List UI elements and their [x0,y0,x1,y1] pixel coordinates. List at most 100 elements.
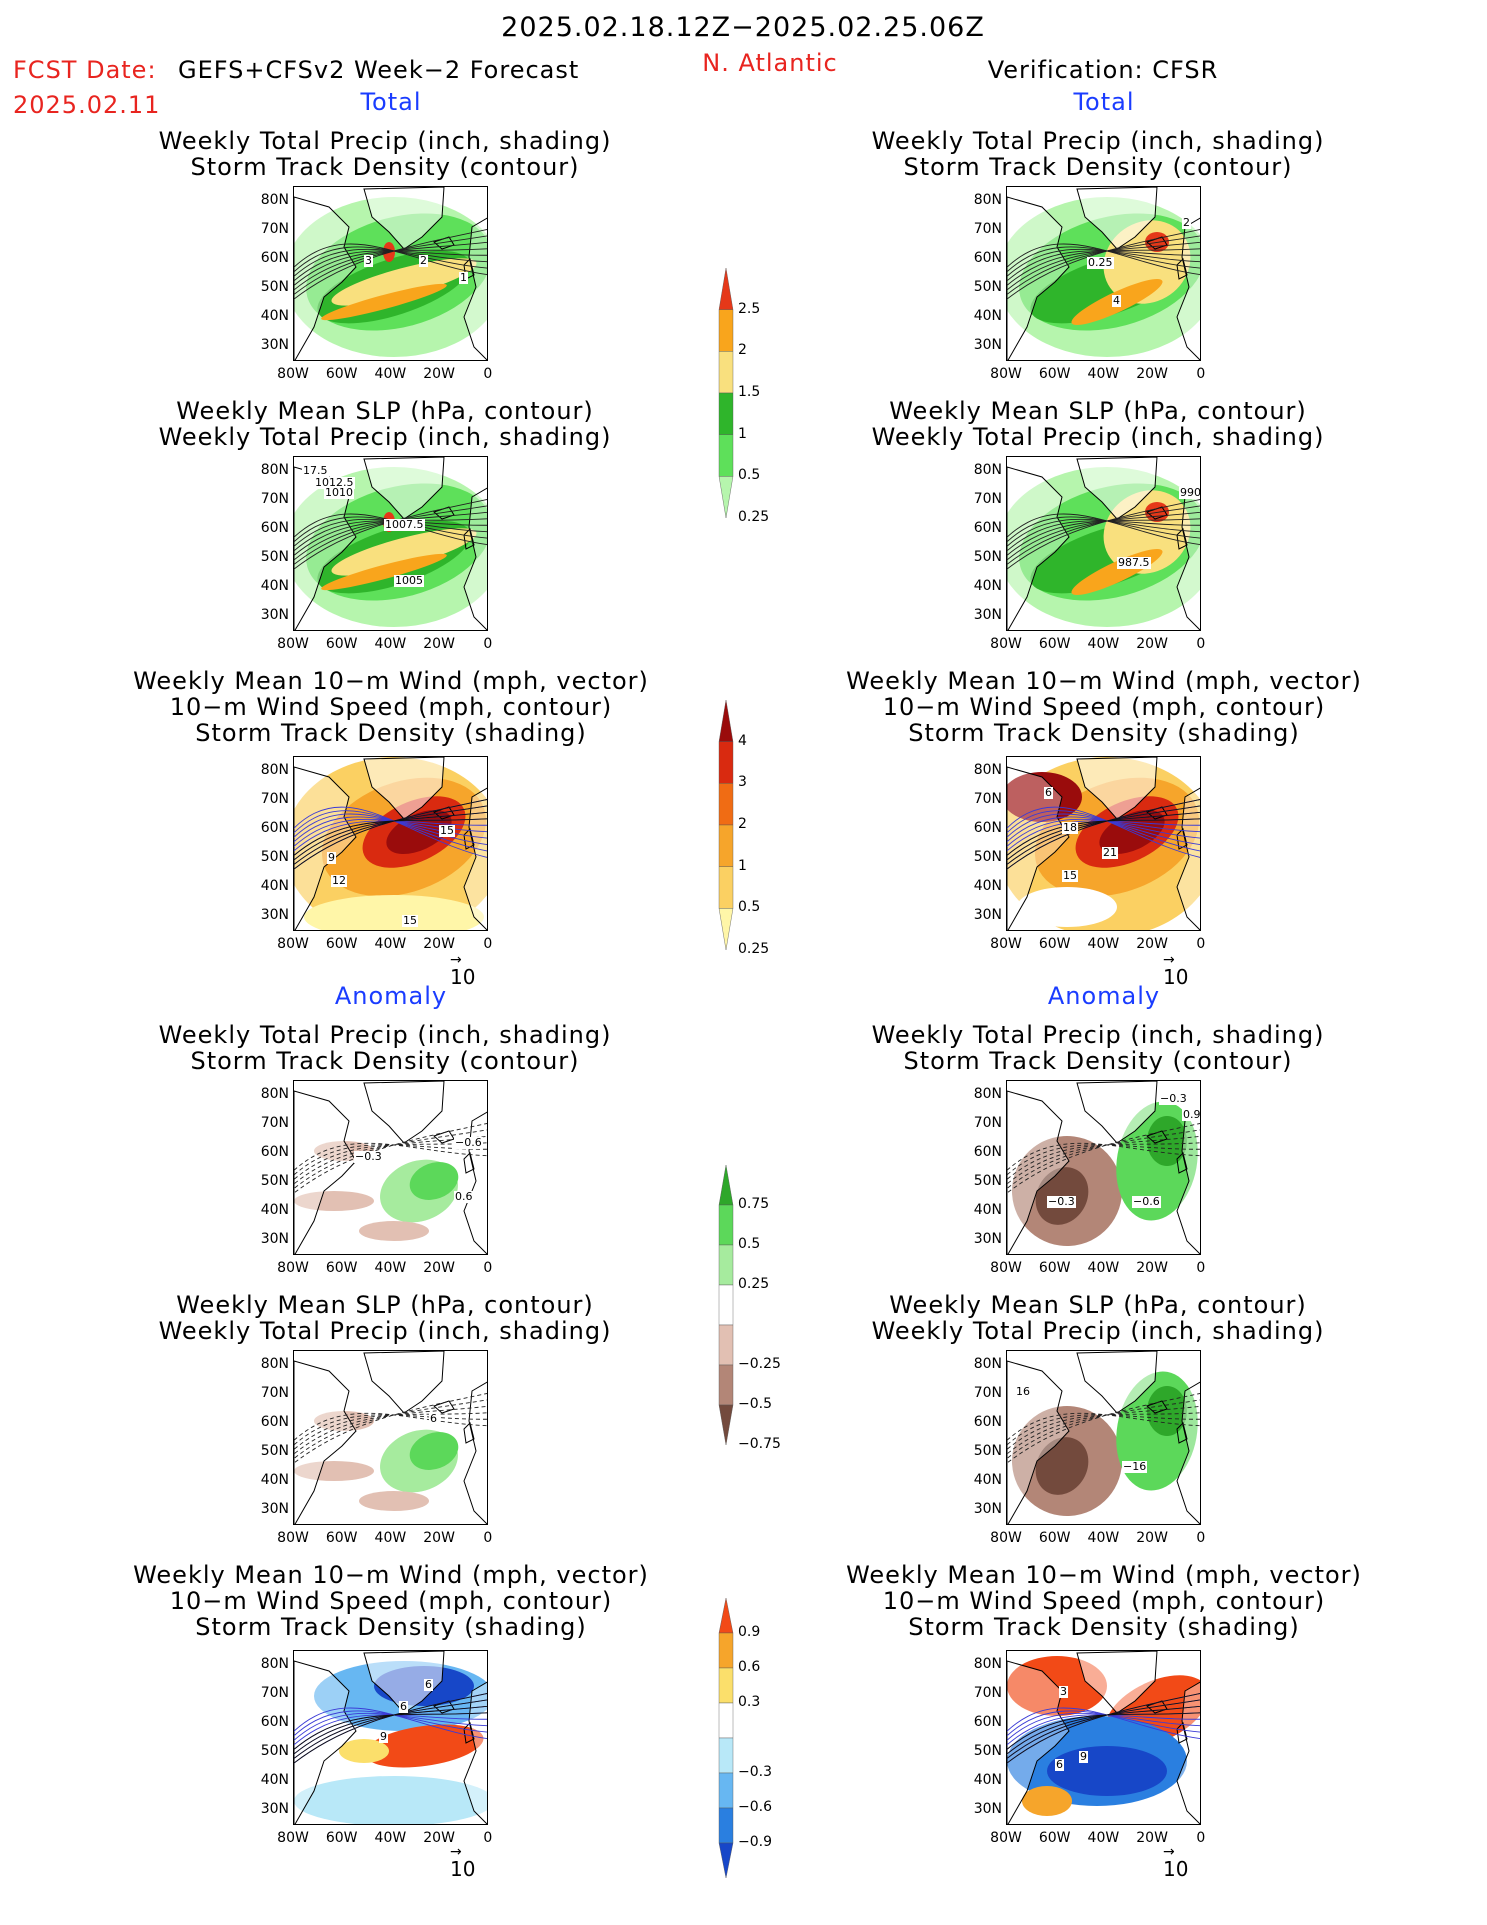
lat-tick-label: 70N [973,1385,1002,1401]
lat-tick-label: 40N [260,1202,289,1218]
contour-label: −0.3 [1047,1195,1076,1208]
lat-tick-label: 40N [973,578,1002,594]
lon-tick-label: 40W [374,366,407,382]
lon-tick-label: 0 [1196,936,1206,952]
lat-tick-label: 80N [973,462,1002,478]
lat-tick-label: 40N [973,1772,1002,1788]
colorbar-label: 2 [738,342,747,359]
lon-tick-label: 20W [423,1260,455,1276]
contour-label: 21 [1102,846,1118,859]
colorbar-segment [718,1364,734,1406]
lon-tick-label: 60W [1038,366,1071,382]
colorbar-label: 1 [738,425,747,442]
contour-label: 1010 [324,486,354,499]
lat-tick-label: 30N [260,337,289,353]
contour-label: 6 [399,1700,408,1713]
lat-tick-label: 60N [260,1414,289,1430]
lon-tick-label: 60W [325,936,358,952]
colorbar-segment [718,1204,734,1246]
lon-tick-label: 60W [325,636,358,652]
colorbar-label: −0.3 [738,1764,772,1780]
lon-tick-label: 20W [423,1530,455,1546]
lon-tick-label: 20W [1136,366,1168,382]
lon-tick-label: 80W [277,636,309,652]
colorbar-track_anom [718,1598,734,1879]
panel-title-line: Weekly Mean 10−m Wind (mph, vector) [133,667,649,695]
lon-tick-label: 20W [1136,1530,1168,1546]
lat-tick-label: 50N [973,549,1002,565]
lat-tick-label: 60N [260,820,289,836]
contour-label: 6 [1044,786,1053,799]
contour-label: 16 [1015,1385,1031,1398]
contour-label: 2 [1182,216,1191,229]
lon-tick-label: 20W [423,1830,455,1846]
lon-tick-label: 80W [990,1530,1022,1546]
colorbar-label: −0.6 [738,1799,772,1815]
lat-tick-label: 30N [260,1501,289,1517]
panel-title-line: Storm Track Density (contour) [190,1047,580,1075]
lon-tick-label: 80W [990,366,1022,382]
contour-label: 15 [439,824,455,837]
lon-tick-label: 80W [990,636,1022,652]
colorbar-label: 0.3 [738,1694,761,1710]
map-panel-R6: 3 9 6 [1006,1650,1201,1825]
lon-tick-label: 0 [1196,636,1206,652]
map-panel-L3: 15 9 12 15 [293,756,488,931]
lat-tick-label: 60N [260,1144,289,1160]
panel-title-R3: Weekly Mean 10−m Wind (mph, vector) 10−m… [846,668,1362,746]
panel-title-line: Weekly Total Precip (inch, shading) [158,423,612,451]
panel-title-line: 10−m Wind Speed (mph, contour) [882,1587,1326,1615]
panel-title-line: Storm Track Density (contour) [190,153,580,181]
lat-tick-label: 40N [973,1472,1002,1488]
lon-tick-label: 60W [1038,1530,1071,1546]
lon-tick-label: 40W [374,1530,407,1546]
colorbar-segment [718,1284,734,1326]
colorbar-precip_anom [718,1165,734,1446]
lon-tick-label: 60W [325,366,358,382]
lat-tick-label: 30N [973,337,1002,353]
colorbar-label: −0.75 [738,1436,781,1452]
lat-tick-label: 70N [973,221,1002,237]
colorbar-track_total [718,700,734,951]
lon-tick-label: 0 [483,636,493,652]
lat-tick-label: 40N [973,308,1002,324]
panel-title-line: Weekly Total Precip (inch, shading) [158,1317,612,1345]
lat-tick-label: 60N [973,250,1002,266]
lon-tick-label: 40W [1087,636,1120,652]
contour-label: 6 [429,1412,438,1425]
lat-tick-label: 40N [260,1772,289,1788]
panel-title-line: Weekly Mean SLP (hPa, contour) [176,1291,594,1319]
lon-tick-label: 60W [325,1530,358,1546]
lon-tick-label: 0 [483,366,493,382]
panel-title-line: Weekly Mean SLP (hPa, contour) [889,397,1307,425]
map-panel-L6: 6 6 9 [293,1650,488,1825]
date-range-title: 2025.02.18.12Z−2025.02.25.06Z [501,12,985,43]
colorbar-label: −0.5 [738,1396,772,1412]
panel-title-L5: Weekly Mean SLP (hPa, contour) Weekly To… [159,1292,612,1344]
panel-title-line: Weekly Total Precip (inch, shading) [871,127,1325,155]
contour-label: 1005 [394,574,424,587]
contour-label: 0.25 [1087,256,1114,269]
lon-tick-label: 40W [1087,1260,1120,1276]
lat-tick-label: 50N [973,1743,1002,1759]
lat-tick-label: 70N [973,791,1002,807]
panel-title-line: Weekly Mean SLP (hPa, contour) [889,1291,1307,1319]
map-panel-L2: 17.5 1012.5 1010 1007.5 1005 [293,456,488,631]
colorbar-segment [718,392,734,435]
colorbar-segment [718,1807,734,1844]
lat-tick-label: 50N [973,1443,1002,1459]
map-field-L6 [294,1651,487,1824]
contour-label: 17.5 [302,464,329,477]
lat-tick-label: 50N [973,849,1002,865]
lat-tick-label: 80N [260,462,289,478]
lon-tick-label: 40W [374,636,407,652]
lat-tick-label: 80N [973,762,1002,778]
lat-tick-label: 50N [973,1173,1002,1189]
contour-label: −0.6 [454,1136,483,1149]
lat-tick-label: 70N [260,1115,289,1131]
lat-tick-label: 80N [973,1356,1002,1372]
contour-label: 0.6 [454,1190,474,1203]
panel-title-line: Weekly Total Precip (inch, shading) [871,1317,1325,1345]
panel-title-L2: Weekly Mean SLP (hPa, contour) Weekly To… [159,398,612,450]
colorbar-segment [718,1632,734,1669]
